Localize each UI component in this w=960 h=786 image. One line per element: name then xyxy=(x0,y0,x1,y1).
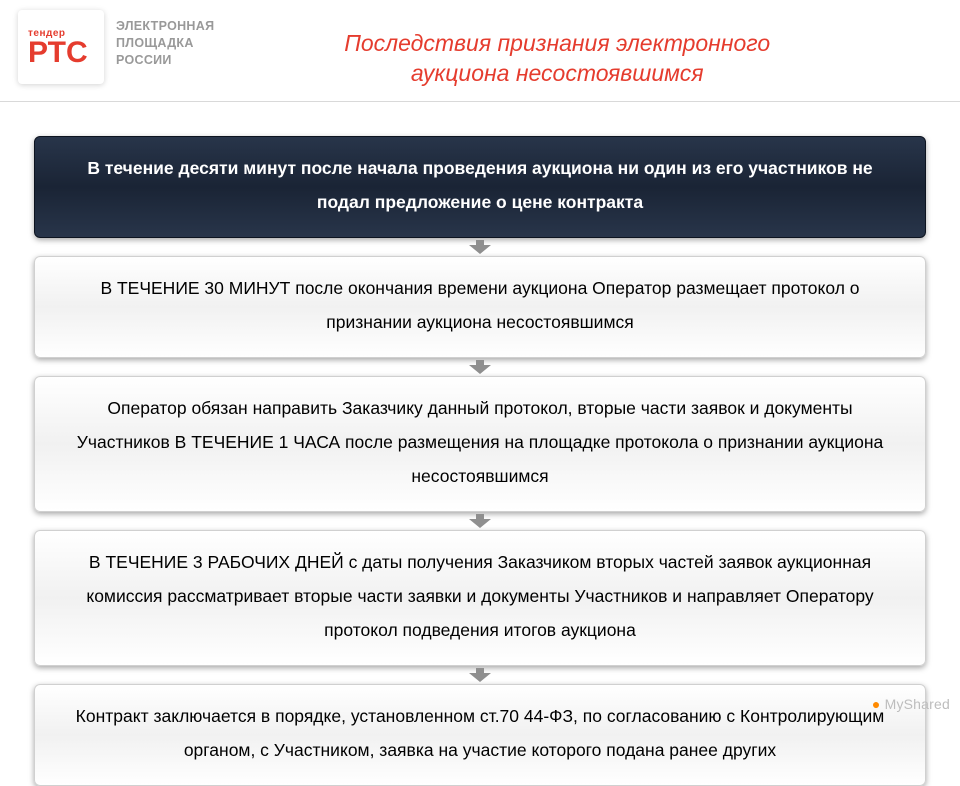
page-title-l1: Последствия признания электронного xyxy=(214,28,900,58)
logo-tagline: ЭЛЕКТРОННАЯ ПЛОЩАДКА РОССИИ xyxy=(116,10,214,69)
watermark-text: MyShared xyxy=(885,696,950,712)
logo-rtc-text: РТС xyxy=(28,39,88,67)
flow-arrow-0 xyxy=(469,240,491,254)
flow-box-3: В ТЕЧЕНИЕ 3 РАБОЧИХ ДНЕЙ с даты получени… xyxy=(34,530,926,666)
flow-box-0: В течение десяти минут после начала пров… xyxy=(34,136,926,238)
page-title: Последствия признания электронного аукци… xyxy=(214,10,960,88)
flow-arrow-2 xyxy=(469,514,491,528)
page-title-l2: аукциона несостоявшимся xyxy=(214,58,900,88)
flow-box-4: Контракт заключается в порядке, установл… xyxy=(34,684,926,786)
watermark-dot-icon: ● xyxy=(872,696,881,712)
flow-box-2: Оператор обязан направить Заказчику данн… xyxy=(34,376,926,512)
logo: тендер РТС xyxy=(18,10,104,84)
page: тендер РТС ЭЛЕКТРОННАЯ ПЛОЩАДКА РОССИИ П… xyxy=(0,0,960,720)
logo-tagline-l2: ПЛОЩАДКА xyxy=(116,35,214,52)
flow-box-1: В ТЕЧЕНИЕ 30 МИНУТ после окончания време… xyxy=(34,256,926,358)
logo-tagline-l1: ЭЛЕКТРОННАЯ xyxy=(116,18,214,35)
flow-arrow-1 xyxy=(469,360,491,374)
logo-tagline-l3: РОССИИ xyxy=(116,52,214,69)
flowchart: В течение десяти минут после начала пров… xyxy=(0,102,960,786)
flow-arrow-3 xyxy=(469,668,491,682)
watermark: ● MyShared xyxy=(872,696,950,712)
header: тендер РТС ЭЛЕКТРОННАЯ ПЛОЩАДКА РОССИИ П… xyxy=(0,0,960,102)
